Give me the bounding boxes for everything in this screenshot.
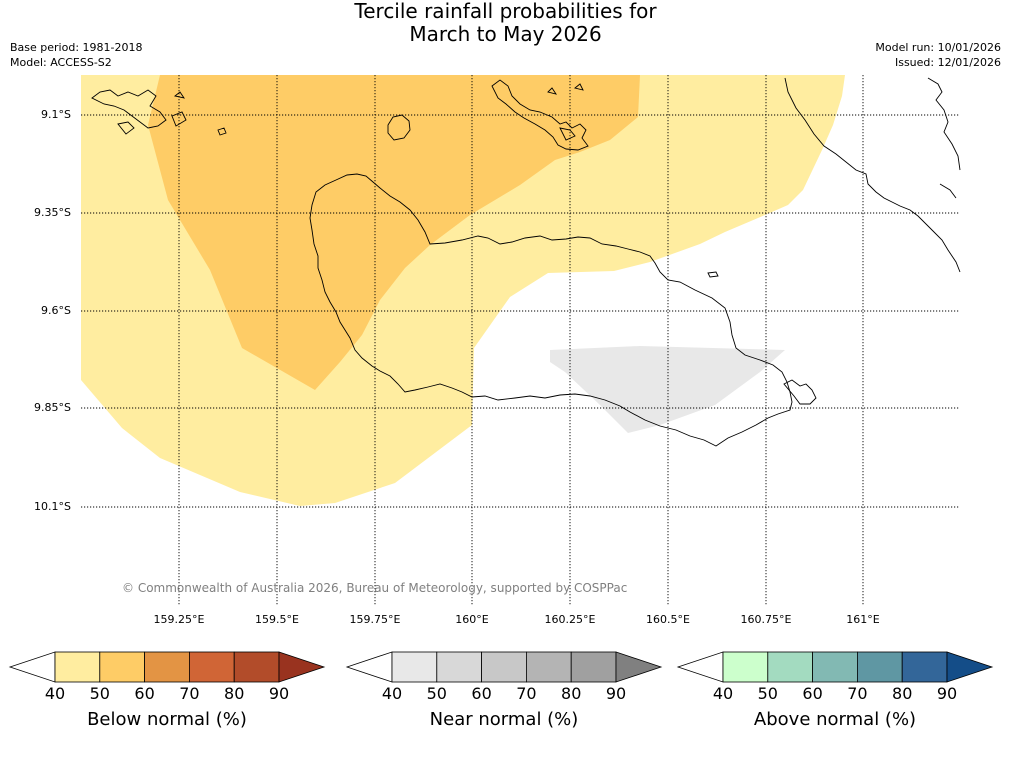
colorbar-segment xyxy=(54,651,101,683)
near-normal-label: Near normal (%) xyxy=(429,709,579,730)
colorbar-tick-label: 60 xyxy=(134,684,155,703)
colorbar-segment xyxy=(767,651,813,683)
colorbar-under-arrow xyxy=(345,651,393,683)
meta-right: Model run: 10/01/2026 Issued: 12/01/2026 xyxy=(875,40,1001,70)
colorbar-segment xyxy=(144,651,190,683)
issued-text: Issued: 12/01/2026 xyxy=(894,56,1001,69)
model-run-text: Model run: 10/01/2026 xyxy=(875,41,1001,54)
colorbar-segment xyxy=(526,651,572,683)
model-text: Model: ACCESS-S2 xyxy=(10,56,112,69)
lon-label-160-75: 160.75°E xyxy=(740,613,792,626)
below-normal-label: Below normal (%) xyxy=(87,709,247,730)
lat-label-9-85: 9.85°S xyxy=(34,401,71,414)
colorbar-tick-label: 80 xyxy=(224,684,245,703)
marau-islets-coast xyxy=(707,271,817,405)
savo-island-coast xyxy=(387,114,411,141)
colorbar-tick-label: 70 xyxy=(179,684,200,703)
colorbar-under-arrow xyxy=(8,651,56,683)
colorbar-over-arrow xyxy=(615,651,663,683)
below-normal-colorbar xyxy=(8,651,326,683)
lon-label-159-5: 159.5°E xyxy=(255,613,299,626)
colorbar-tick-label: 60 xyxy=(802,684,823,703)
colorbar-under-arrow xyxy=(676,651,724,683)
malaita-coast xyxy=(784,77,961,273)
russell-islands-coast xyxy=(91,89,227,136)
colorbar-tick-label: 40 xyxy=(44,684,66,703)
lat-label-10-1: 10.1°S xyxy=(34,500,71,513)
colorbar-tick-label: 50 xyxy=(757,684,778,703)
colorbar-segment xyxy=(436,651,482,683)
colorbar-tick-label: 60 xyxy=(471,684,492,703)
colorbar-segment xyxy=(901,651,948,683)
above-normal-colorbar xyxy=(676,651,994,683)
colorbar-tick-label: 50 xyxy=(89,684,110,703)
probability-fill xyxy=(81,75,845,506)
colorbar-segment xyxy=(481,651,527,683)
coastlines xyxy=(91,77,961,447)
title-line-1: Tercile rainfall probabilities for xyxy=(354,0,657,23)
guadalcanal-north-coast xyxy=(309,173,793,447)
lat-label-9-1: 9.1°S xyxy=(41,108,71,121)
base-period-text: Base period: 1981-2018 xyxy=(10,41,143,54)
title-line-2: March to May 2026 xyxy=(409,22,602,46)
colorbar-tick-label: 50 xyxy=(426,684,447,703)
above-normal-label: Above normal (%) xyxy=(753,709,917,730)
colorbar-segment xyxy=(812,651,858,683)
malaita-upper-coast xyxy=(927,77,961,199)
lat-label-9-35: 9.35°S xyxy=(34,206,71,219)
lon-label-159-25: 159.25°E xyxy=(153,613,205,626)
colorbar-segment xyxy=(99,651,146,683)
copyright-text: © Commonwealth of Australia 2026, Bureau… xyxy=(122,581,628,595)
lon-label-160: 160°E xyxy=(455,613,489,626)
colorbar-tick-label: 40 xyxy=(712,684,734,703)
lon-label-160-5: 160.5°E xyxy=(646,613,690,626)
colorbar-tick-label: 80 xyxy=(892,684,913,703)
near-normal-50-60-area xyxy=(550,346,785,433)
colorbar-tick-label: 90 xyxy=(605,684,627,703)
colorbar-segment xyxy=(233,651,280,683)
meta-left: Base period: 1981-2018 Model: ACCESS-S2 xyxy=(10,40,142,70)
graticule xyxy=(81,75,960,605)
colorbar-tick-label: 90 xyxy=(936,684,958,703)
colorbar-tick-label: 80 xyxy=(561,684,582,703)
colorbar-segment xyxy=(391,651,438,683)
map-title: Tercile rainfall probabilities for March… xyxy=(0,0,1011,46)
lon-label-159-75: 159.75°E xyxy=(349,613,401,626)
lon-label-160-25: 160.25°E xyxy=(544,613,596,626)
colorbar-segment xyxy=(857,651,903,683)
lon-label-161: 161°E xyxy=(846,613,880,626)
colorbar-tick-label: 70 xyxy=(516,684,537,703)
colorbar-segment xyxy=(722,651,769,683)
florida-islands-coast xyxy=(491,79,589,151)
colorbar-over-arrow xyxy=(946,651,994,683)
colorbar-tick-label: 40 xyxy=(381,684,403,703)
colorbar-segment xyxy=(188,651,235,683)
lat-label-9-6: 9.6°S xyxy=(41,304,71,317)
near-normal-colorbar xyxy=(345,651,663,683)
colorbar-over-arrow xyxy=(278,651,326,683)
colorbar-tick-label: 90 xyxy=(268,684,290,703)
colorbar-tick-label: 70 xyxy=(847,684,868,703)
colorbar-segment xyxy=(570,651,617,683)
